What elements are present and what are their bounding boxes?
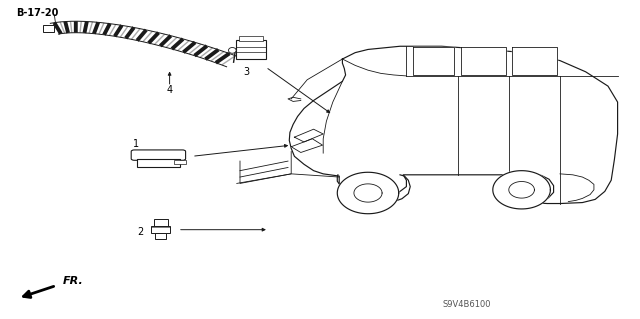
Polygon shape xyxy=(289,46,618,204)
Bar xyxy=(155,233,166,239)
Bar xyxy=(137,159,180,167)
Polygon shape xyxy=(337,172,399,214)
Bar xyxy=(43,25,54,32)
Bar xyxy=(174,160,186,164)
Bar xyxy=(154,219,168,226)
Text: 2: 2 xyxy=(138,227,144,237)
Text: 3: 3 xyxy=(243,67,250,77)
Polygon shape xyxy=(493,171,550,209)
Polygon shape xyxy=(413,47,454,75)
FancyBboxPatch shape xyxy=(236,40,266,59)
Polygon shape xyxy=(294,129,323,142)
Text: FR.: FR. xyxy=(63,276,83,286)
Bar xyxy=(239,36,263,41)
Polygon shape xyxy=(291,139,323,152)
Text: B-17-20: B-17-20 xyxy=(16,8,58,19)
Polygon shape xyxy=(512,47,557,75)
Polygon shape xyxy=(51,21,241,67)
Text: 1: 1 xyxy=(133,139,140,149)
Text: 4: 4 xyxy=(166,85,173,94)
Polygon shape xyxy=(461,47,506,75)
Ellipse shape xyxy=(228,48,236,53)
Bar xyxy=(151,226,170,233)
FancyBboxPatch shape xyxy=(131,150,186,160)
Text: S9V4B6100: S9V4B6100 xyxy=(443,300,492,309)
